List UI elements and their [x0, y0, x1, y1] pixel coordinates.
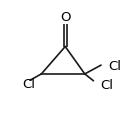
- Text: O: O: [60, 11, 71, 24]
- Text: Cl: Cl: [109, 60, 122, 73]
- Text: Cl: Cl: [22, 78, 35, 91]
- Text: Cl: Cl: [100, 79, 113, 92]
